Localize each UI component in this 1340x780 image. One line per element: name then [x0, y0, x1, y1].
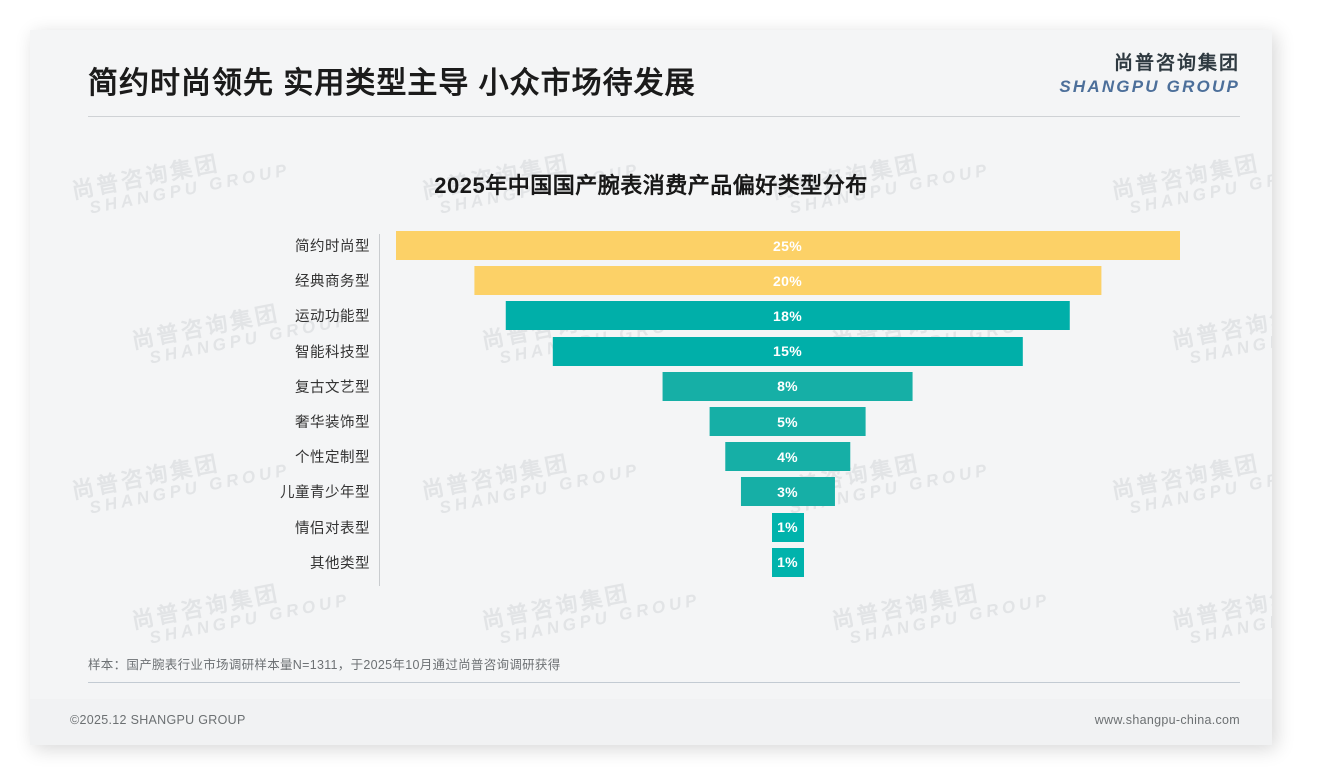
- bar-value-label: 8%: [777, 378, 798, 395]
- bar-row: 情侣对表型 1%: [106, 510, 1196, 545]
- category-label: 运动功能型: [295, 309, 370, 326]
- bar-value-label: 3%: [777, 483, 798, 500]
- page-title: 简约时尚领先 实用类型主导 小众市场待发展: [88, 67, 696, 100]
- bar-row: 运动功能型 18%: [106, 298, 1196, 333]
- bar-row: 智能科技型 15%: [106, 334, 1196, 369]
- bar-value-label: 15%: [773, 343, 802, 360]
- bar[interactable]: 8%: [662, 371, 913, 401]
- bar[interactable]: 1%: [771, 512, 804, 542]
- category-label: 情侣对表型: [295, 520, 370, 537]
- bar[interactable]: 4%: [724, 442, 851, 472]
- bar-track: 3%: [379, 474, 1196, 509]
- bar-chart-plot: 简约时尚型 25% 经典商务型 20% 运动功能型 18% 智能科技型 15% 复古文艺型 8% 奢…: [106, 228, 1196, 593]
- bar-row: 儿童青少年型 3%: [106, 474, 1196, 509]
- bar-row: 奢华装饰型 5%: [106, 404, 1196, 439]
- category-label: 其他类型: [310, 555, 370, 572]
- category-label: 儿童青少年型: [280, 485, 370, 502]
- bar-value-label: 25%: [773, 237, 802, 254]
- category-label: 复古文艺型: [295, 379, 370, 396]
- bar-value-label: 20%: [773, 272, 802, 289]
- bar-track: 15%: [379, 334, 1196, 369]
- bar-row: 经典商务型 20%: [106, 263, 1196, 298]
- footnote-divider: [88, 682, 1240, 683]
- category-label: 个性定制型: [295, 450, 370, 467]
- bar-track: 25%: [379, 228, 1196, 263]
- bar-value-label: 4%: [777, 448, 798, 465]
- footer-copyright: ©2025.12 SHANGPU GROUP: [70, 713, 246, 727]
- chart-title: 2025年中国国产腕表消费产品偏好类型分布: [434, 173, 868, 198]
- bar[interactable]: 15%: [552, 336, 1023, 366]
- bar-value-label: 5%: [777, 413, 798, 430]
- category-label: 智能科技型: [295, 344, 370, 361]
- bar-value-label: 1%: [777, 554, 798, 571]
- bar[interactable]: 1%: [771, 547, 804, 577]
- bar-track: 8%: [379, 369, 1196, 404]
- footer-url[interactable]: www.shangpu-china.com: [1094, 713, 1240, 727]
- chart-block: 2025年中国国产腕表消费产品偏好类型分布 简约时尚型 25% 经典商务型 20% 运动…: [30, 130, 1272, 593]
- bar-track: 18%: [379, 298, 1196, 333]
- brand-logo: 尚普咨询集团 SHANGPU GROUP: [1059, 54, 1240, 95]
- bar-track: 1%: [379, 545, 1196, 580]
- header: 简约时尚领先 实用类型主导 小众市场待发展 尚普咨询集团 SHANGPU GRO…: [30, 30, 1272, 116]
- bar[interactable]: 5%: [709, 407, 866, 437]
- bar-track: 20%: [379, 263, 1196, 298]
- bar[interactable]: 18%: [505, 301, 1070, 331]
- bar-value-label: 18%: [773, 307, 802, 324]
- footnote-text: 样本：国产腕表行业市场调研样本量N=1311，于2025年10月通过尚普咨询调研…: [88, 658, 561, 672]
- logo-text-cn: 尚普咨询集团: [1113, 53, 1240, 74]
- footer: ©2025.12 SHANGPU GROUP www.shangpu-china…: [30, 699, 1272, 745]
- footnote-block: 样本：国产腕表行业市场调研样本量N=1311，于2025年10月通过尚普咨询调研…: [88, 654, 1240, 683]
- bar-value-label: 1%: [777, 519, 798, 536]
- bar-row: 复古文艺型 8%: [106, 369, 1196, 404]
- bar-row: 简约时尚型 25%: [106, 228, 1196, 263]
- logo-text-en: SHANGPU GROUP: [1059, 77, 1240, 96]
- category-label: 奢华装饰型: [295, 415, 370, 432]
- bar-row: 其他类型 1%: [106, 545, 1196, 580]
- category-label: 经典商务型: [295, 274, 370, 291]
- bar-track: 5%: [379, 404, 1196, 439]
- header-divider: [88, 116, 1240, 117]
- bar-track: 1%: [379, 510, 1196, 545]
- bar-rows: 简约时尚型 25% 经典商务型 20% 运动功能型 18% 智能科技型 15% 复古文艺型 8% 奢…: [106, 228, 1196, 580]
- bar[interactable]: 20%: [473, 266, 1102, 296]
- category-axis-line: [379, 234, 380, 586]
- category-label: 简约时尚型: [295, 239, 370, 256]
- bar-row: 个性定制型 4%: [106, 439, 1196, 474]
- slide-card: 尚普咨询集团 SHANGPU GROUP 尚普咨询集团 SHANGPU GROUP 尚普…: [30, 30, 1272, 745]
- bar-track: 4%: [379, 439, 1196, 474]
- bar[interactable]: 3%: [740, 477, 835, 507]
- bar[interactable]: 25%: [395, 231, 1180, 261]
